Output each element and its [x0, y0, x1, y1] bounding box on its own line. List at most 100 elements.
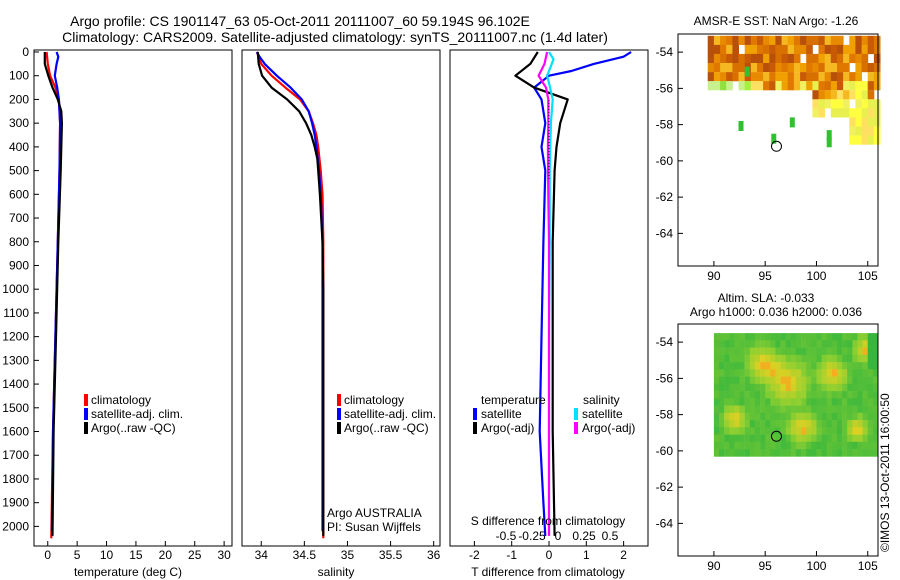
sla-cell	[724, 369, 730, 377]
difference-xtick-label: 0	[546, 548, 553, 562]
sst-cell	[818, 90, 826, 100]
sla-cell	[816, 427, 822, 435]
legend-label-satellite: satellite-adj. clim.	[91, 407, 183, 421]
sst-cell	[843, 53, 850, 64]
sst-cell	[849, 53, 856, 64]
sla-cell	[770, 376, 776, 385]
difference-xtick-label: 1	[583, 548, 590, 562]
sla-cell	[770, 383, 776, 392]
sst-cell	[787, 72, 795, 82]
sla-cell	[729, 347, 735, 356]
sla-cell	[821, 412, 827, 421]
sla-cell	[744, 391, 751, 399]
sla-cell	[713, 354, 720, 363]
sst-cell	[787, 35, 795, 45]
sla-cell	[739, 405, 745, 414]
depth-ytick-label: 400	[9, 140, 29, 154]
sla-cell	[739, 449, 745, 457]
depth-ytick-label: 700	[9, 211, 29, 225]
sla-cell	[754, 333, 761, 341]
sla-cell	[806, 449, 812, 457]
sla-cell	[837, 383, 843, 392]
legend-title-salinity: salinity	[583, 393, 620, 407]
sla-cell	[749, 427, 756, 435]
temperature-line-2	[43, 52, 64, 536]
sla-cell	[754, 376, 761, 385]
sla-cell	[811, 434, 817, 443]
sst-cell	[855, 44, 862, 55]
sst-cell	[806, 63, 813, 73]
sla-cell	[734, 420, 740, 428]
sla-cell	[795, 362, 802, 370]
sla-cell	[734, 434, 740, 443]
sst-cell	[861, 90, 869, 100]
sla-cell	[837, 434, 843, 443]
difference-line-1	[514, 51, 569, 536]
sst-cell	[720, 63, 727, 73]
sla-cell	[826, 420, 833, 428]
sla-cell	[801, 449, 807, 457]
sla-cell	[739, 362, 745, 370]
sla-cell	[760, 449, 766, 457]
sla-cell	[785, 347, 792, 356]
sla-cell	[729, 405, 735, 414]
sla-cell	[801, 354, 807, 363]
sla-cell	[862, 347, 868, 356]
sst-heatmap-cells	[707, 35, 881, 148]
sla-cell	[739, 369, 745, 377]
sla-cell	[857, 362, 863, 370]
sst-cell	[732, 72, 739, 82]
sla-cell	[816, 369, 822, 377]
sla-cell	[806, 391, 812, 399]
sla-cell	[765, 391, 771, 399]
depth-ytick-label: 500	[9, 164, 29, 178]
sst-cell	[824, 99, 832, 109]
imos-watermark: ©IMOS 13-Oct-2011 16:00:50	[878, 393, 892, 552]
sla-cell	[816, 391, 822, 399]
sst-cell	[744, 66, 750, 77]
sla-cell	[739, 340, 745, 348]
sla-cell	[775, 398, 781, 406]
sst-cell	[849, 117, 856, 127]
sla-cell	[831, 398, 838, 406]
sla-cell	[867, 347, 874, 356]
sla-cell	[775, 383, 781, 392]
sla-cell	[811, 376, 817, 385]
sla-cell	[719, 383, 725, 392]
sla-cell	[770, 420, 776, 428]
sla-cell	[780, 354, 786, 363]
sla-cell	[775, 340, 781, 348]
sla-cell	[770, 391, 776, 399]
sla-cell	[734, 449, 740, 457]
sst-cell	[707, 35, 715, 45]
sst-cell	[744, 72, 752, 82]
depth-ytick-label: 100	[9, 69, 29, 83]
sla-cell	[806, 441, 812, 450]
sla-cell	[744, 434, 751, 443]
sla-cell	[724, 398, 730, 406]
sla-cell	[826, 398, 833, 406]
temperature-legend: climatology satellite-adj. clim. Argo(..…	[84, 393, 183, 435]
sla-cell	[790, 333, 797, 341]
sst-cell	[738, 121, 744, 131]
sla-cell	[826, 362, 833, 370]
sla-cell	[719, 420, 725, 428]
sla-cell	[765, 347, 771, 356]
sst-cell	[837, 72, 844, 82]
sla-cell	[852, 391, 858, 399]
sla-cell	[842, 333, 848, 341]
sst-cell	[861, 44, 869, 55]
sst-cell	[873, 72, 881, 82]
sst-cell	[843, 99, 850, 109]
sla-cell	[847, 449, 853, 457]
sla-cell	[847, 405, 853, 414]
sla-cell	[837, 391, 843, 399]
sst-cell	[849, 35, 856, 45]
sla-cell	[842, 449, 848, 457]
sla-cell	[739, 391, 745, 399]
sla-cell	[857, 347, 863, 356]
legend-swatch-satellite	[337, 408, 341, 420]
sla-cell	[719, 340, 725, 348]
map-ytick-label: -62	[656, 480, 674, 494]
sla-cell	[837, 398, 843, 406]
